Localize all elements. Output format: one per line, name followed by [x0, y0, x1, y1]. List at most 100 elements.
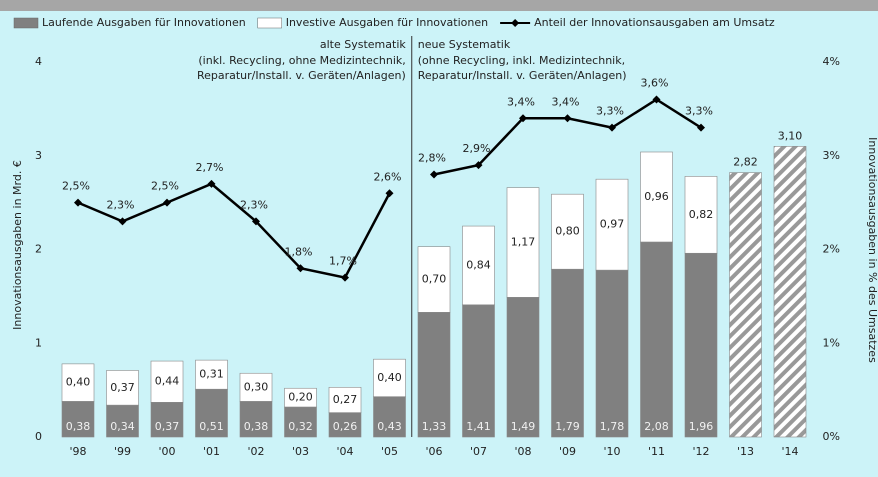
y2-tick-label: 2% [823, 243, 840, 256]
x-tick-label: '08 [514, 445, 531, 458]
line-marker [563, 114, 572, 123]
system-note: Reparatur/Install. v. Geräten/Anlagen) [418, 69, 627, 82]
x-tick-label: '01 [203, 445, 220, 458]
line-marker [118, 217, 127, 226]
bar-value-label: 0,97 [600, 218, 625, 231]
bar-value-label: 0,96 [644, 190, 669, 203]
bar-value-label: 0,51 [199, 420, 224, 433]
line-marker [519, 114, 527, 123]
bar [195, 388, 228, 438]
system-label: alte Systematik [320, 38, 407, 51]
bar [284, 406, 317, 438]
y2-tick-label: 1% [823, 336, 840, 349]
bar [417, 246, 451, 313]
legend-swatch [257, 17, 282, 29]
bar [373, 396, 406, 438]
bar-value-label: 2,08 [644, 420, 669, 433]
bar-value-label: 0,82 [689, 208, 714, 221]
bar-value-label: 0,30 [244, 380, 269, 393]
line-marker [163, 198, 171, 207]
x-tick-label: '09 [559, 445, 576, 458]
bar [328, 412, 362, 438]
y-tick-label: 1 [35, 336, 42, 349]
bar [595, 269, 629, 438]
bar [150, 402, 184, 438]
top-band [0, 0, 878, 11]
bar [640, 151, 673, 243]
bar [150, 360, 184, 403]
bar [551, 268, 584, 438]
line-marker [207, 179, 216, 188]
bar-value-label: 0,20 [288, 391, 313, 404]
bar [284, 387, 317, 408]
line-value-label: 3,6% [641, 77, 669, 90]
x-tick-label: '07 [470, 445, 487, 458]
bar [506, 187, 540, 298]
bar [61, 363, 95, 402]
line-marker [74, 198, 82, 207]
line-marker [652, 95, 661, 104]
bar-value-label: 0,37 [110, 381, 135, 394]
system-label: neue Systematik [418, 38, 511, 51]
bar-value-label: 1,79 [555, 420, 580, 433]
bar-value-label: 1,96 [689, 420, 714, 433]
bar-value-label: 0,27 [333, 393, 358, 406]
planned-bar [773, 146, 807, 438]
bar-value-label: 0,80 [555, 225, 580, 238]
line-marker [430, 170, 438, 179]
legend-label: Investive Ausgaben für Innovationen [286, 16, 488, 29]
bar [61, 401, 95, 438]
system-note: (inkl. Recycling, ohne Medizintechnik, [198, 54, 405, 67]
bar-value-label: 0,70 [422, 273, 447, 286]
planned-value-label: 3,10 [778, 129, 803, 142]
bar-value-label: 1,78 [600, 420, 625, 433]
bar [106, 370, 139, 406]
bar-value-label: 0,38 [244, 420, 269, 433]
bar-value-label: 0,34 [110, 420, 135, 433]
bar [506, 297, 540, 438]
x-tick-label: '02 [247, 445, 264, 458]
planned-value-label: 2,82 [733, 156, 758, 169]
line-value-label: 2,5% [151, 180, 179, 193]
y2-axis-label: Innovationsausgaben in % des Umsatzes [866, 137, 878, 363]
line-marker [296, 264, 305, 273]
bar [684, 252, 718, 438]
y-tick-label: 3 [35, 149, 42, 162]
line [77, 182, 391, 280]
y-tick-label: 2 [35, 243, 42, 256]
line-value-label: 2,3% [240, 198, 268, 211]
bar [462, 304, 495, 438]
bar-value-label: 0,38 [66, 420, 91, 433]
bar-value-label: 1,33 [422, 420, 447, 433]
x-tick-label: '11 [648, 445, 665, 458]
system-note: (ohne Recycling, inkl. Medizintechnik, [418, 54, 625, 67]
bar [239, 372, 273, 402]
line-marker [697, 123, 705, 132]
x-tick-label: '06 [425, 445, 442, 458]
bar [195, 359, 228, 390]
bar-value-label: 0,32 [288, 420, 313, 433]
x-tick-label: '10 [603, 445, 620, 458]
x-tick-label: '03 [292, 445, 309, 458]
bar [239, 401, 273, 438]
bar-value-label: 1,49 [511, 420, 536, 433]
line-value-label: 2,7% [196, 161, 224, 174]
x-tick-label: '98 [69, 445, 86, 458]
line-marker [474, 161, 483, 170]
line-value-label: 1,8% [285, 245, 313, 258]
bar-value-label: 0,84 [466, 258, 491, 271]
line-value-label: 1,7% [329, 255, 357, 268]
line-value-label: 2,5% [62, 180, 90, 193]
y-axis-label: Innovationsausgaben in Mrd. € [11, 160, 24, 330]
bar-value-label: 0,40 [66, 376, 91, 389]
y-tick-label: 0 [35, 430, 42, 443]
line-value-label: 3,3% [685, 105, 713, 118]
bar [462, 225, 495, 306]
planned-bar [729, 172, 762, 438]
bar [373, 358, 406, 397]
bar-value-label: 0,37 [155, 420, 180, 433]
x-tick-label: '04 [336, 445, 353, 458]
bar-value-label: 1,17 [511, 235, 536, 248]
line-value-label: 3,3% [596, 105, 624, 118]
